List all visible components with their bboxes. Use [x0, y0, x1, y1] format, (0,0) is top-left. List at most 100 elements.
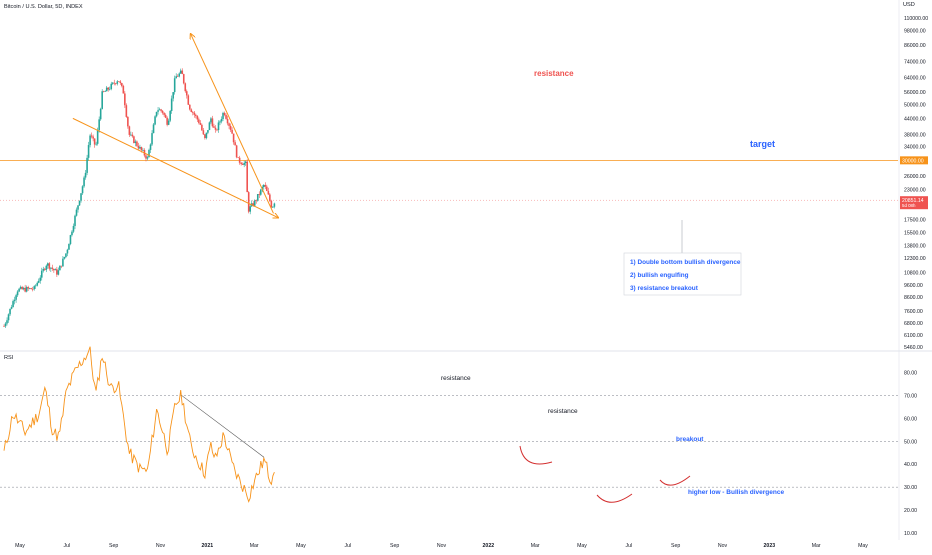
x-axis-tick-label: Sep: [390, 543, 399, 549]
candle-body: [175, 76, 177, 79]
price-axis-tick-label: 38000.00: [904, 132, 926, 138]
candle-body: [214, 127, 217, 130]
price-axis-tick-label: 9600.00: [904, 283, 923, 289]
candle-body: [243, 162, 245, 165]
candle-body: [25, 287, 28, 292]
rsi-resistance-annotation-2: resistance: [548, 408, 578, 415]
candle-body: [169, 110, 171, 121]
candle-body: [205, 132, 208, 139]
rsi-arc-1: [519, 445, 553, 465]
price-axis-tick-label: 50000.00: [904, 102, 926, 108]
candle-body: [28, 288, 31, 289]
x-axis-tick-label: Jul: [626, 543, 633, 549]
candle-body: [12, 301, 14, 308]
candle-body: [128, 126, 131, 135]
rsi-breakout-annotation: breakout: [676, 436, 704, 443]
price-axis-tick-label: 5460.00: [904, 345, 923, 351]
candle-body: [18, 288, 20, 292]
candle-body: [110, 83, 113, 89]
candle-body: [119, 81, 122, 84]
candle-body: [164, 114, 167, 118]
price-trendline-resistance: [191, 34, 274, 214]
candle-body: [229, 125, 232, 130]
candle-body: [263, 185, 265, 188]
candle-body: [145, 155, 147, 159]
candle-body: [219, 121, 221, 123]
price-axis-tick-label: 74000.00: [904, 59, 926, 65]
candle-body: [258, 194, 261, 195]
candle-body: [116, 81, 119, 84]
candle-body: [181, 70, 184, 75]
candle-body: [240, 162, 242, 165]
price-axis-tick-label: 23000.00: [904, 187, 926, 193]
candle-body: [90, 135, 93, 137]
candle-body: [117, 81, 120, 82]
candle-body: [217, 122, 220, 130]
candle-body: [273, 203, 276, 207]
candle-body: [86, 157, 88, 173]
candle-body: [3, 326, 5, 327]
x-axis-tick-label: May: [296, 543, 306, 549]
candle-body: [187, 95, 190, 105]
candle-body: [7, 314, 10, 321]
rsi-layer: [3, 346, 691, 503]
candle-body: [87, 145, 90, 158]
x-axis-tick-label: Nov: [156, 543, 166, 549]
price-layer: [0, 34, 898, 328]
candle-body: [40, 270, 43, 278]
price-axis-tick-label: 26000.00: [904, 174, 926, 180]
candle-body: [122, 85, 125, 94]
candle-body: [184, 83, 187, 92]
candle-body: [152, 124, 155, 134]
candle-body: [253, 200, 256, 206]
candle-body: [130, 134, 132, 136]
candle-body: [266, 186, 268, 191]
candle-body: [83, 177, 85, 187]
candle-body: [192, 111, 194, 113]
candle-body: [201, 124, 203, 131]
rsi-axis-tick-label: 70.00: [904, 393, 917, 399]
rsi-series-line: [3, 346, 275, 503]
candle-body: [234, 142, 236, 146]
candle-body: [43, 268, 46, 270]
candle-body: [21, 286, 23, 290]
candle-body: [98, 119, 100, 131]
candle-body: [163, 112, 165, 115]
x-axis-tick-label: Jul: [64, 543, 71, 549]
candle-body: [104, 91, 107, 92]
price-axis-tick-label: 17500.00: [904, 217, 926, 223]
candle-body: [121, 83, 123, 86]
candle-body: [182, 74, 185, 84]
candle-body: [4, 323, 7, 327]
candle-body: [146, 157, 149, 159]
candle-body: [108, 88, 111, 90]
candle-body: [193, 112, 196, 115]
candle-body: [59, 265, 61, 271]
rsi-axis-tick-label: 30.00: [904, 485, 917, 491]
candle-body: [207, 130, 209, 133]
candle-body: [269, 194, 271, 201]
rsi-trendline: [181, 395, 265, 458]
candle-body: [238, 157, 241, 163]
callout-line-1: 1) Double bottom bullish divergence: [630, 259, 741, 266]
candle-body: [247, 192, 250, 212]
x-axis-tick-label: Sep: [109, 543, 118, 549]
candle-body: [48, 263, 51, 269]
price-axis-tick-label: 7600.00: [904, 309, 923, 315]
candle-body: [204, 134, 206, 139]
candle-body: [211, 118, 214, 127]
candle-body: [127, 116, 129, 127]
price-resistance-annotation: resistance: [534, 69, 574, 78]
candle-body: [9, 308, 11, 315]
candle-body: [172, 92, 174, 99]
candle-body: [134, 141, 137, 144]
candle-body: [198, 119, 200, 123]
price-axis-tick-label: 44000.00: [904, 116, 926, 122]
candle-body: [56, 269, 58, 275]
rsi-axis-tick-label: 80.00: [904, 371, 917, 377]
candle-body: [101, 91, 103, 109]
target-price-value: 30000.00: [902, 158, 924, 164]
axes-layer: 5460.00 6100.00 6800.00 7600.00 8600.00 9600.…: [15, 16, 928, 549]
last-price-value: 20851.14: [902, 198, 924, 204]
